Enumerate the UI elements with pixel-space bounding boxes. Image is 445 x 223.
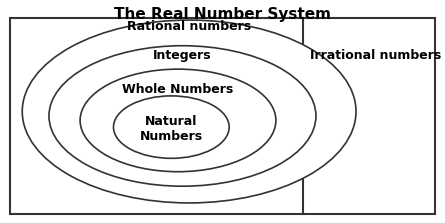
- Text: Integers: Integers: [153, 49, 212, 62]
- Text: Whole Numbers: Whole Numbers: [122, 83, 234, 96]
- Ellipse shape: [22, 20, 356, 203]
- Text: The Real Number System: The Real Number System: [114, 7, 331, 22]
- Text: Irrational numbers: Irrational numbers: [311, 49, 441, 62]
- Ellipse shape: [80, 69, 276, 172]
- Ellipse shape: [49, 46, 316, 186]
- Bar: [10, 18, 435, 214]
- Text: Rational numbers: Rational numbers: [127, 20, 251, 33]
- Text: Natural
Numbers: Natural Numbers: [140, 115, 203, 143]
- Ellipse shape: [113, 96, 229, 158]
